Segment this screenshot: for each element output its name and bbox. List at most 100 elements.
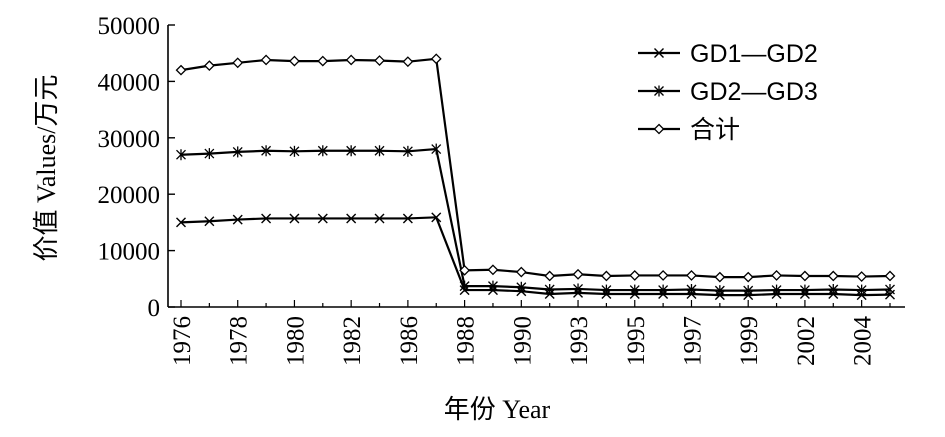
data-point bbox=[771, 269, 782, 281]
data-point bbox=[176, 149, 186, 161]
data-point bbox=[884, 270, 896, 282]
legend-marker bbox=[654, 48, 664, 58]
data-point bbox=[203, 60, 215, 72]
x-tick-label: 1978 bbox=[226, 316, 253, 366]
data-point bbox=[600, 270, 612, 282]
series-layer bbox=[175, 53, 896, 301]
data-point bbox=[431, 143, 442, 155]
data-point bbox=[629, 284, 640, 296]
series-line bbox=[180, 147, 891, 292]
data-point bbox=[289, 55, 300, 67]
x-tick-label: 1993 bbox=[566, 316, 593, 366]
x-tick-label: 1986 bbox=[396, 316, 423, 366]
data-point bbox=[175, 64, 187, 76]
series-2 bbox=[176, 143, 895, 297]
series-3 bbox=[175, 53, 896, 283]
data-point bbox=[289, 213, 300, 224]
data-point bbox=[346, 145, 357, 157]
x-tick-label: 1980 bbox=[282, 316, 309, 366]
axes: 0 10000 20000 30000 40000 50000 1976 1978 1980 19… bbox=[98, 13, 905, 367]
data-point bbox=[204, 216, 215, 227]
data-point bbox=[430, 53, 442, 65]
data-point bbox=[573, 283, 583, 295]
legend-entry: 合计 bbox=[638, 116, 740, 144]
x-tick-label: 1990 bbox=[509, 316, 536, 366]
legend-label: GD2—GD3 bbox=[690, 78, 818, 106]
series-line bbox=[180, 216, 891, 297]
legend-marker bbox=[654, 85, 664, 97]
data-point bbox=[629, 269, 641, 281]
y-tick-label: 40000 bbox=[98, 69, 161, 96]
data-point bbox=[828, 284, 839, 296]
data-point bbox=[402, 56, 414, 68]
data-point bbox=[176, 217, 186, 228]
data-point bbox=[657, 269, 669, 281]
legend-label: GD1—GD2 bbox=[690, 40, 818, 68]
x-tick-label: 2004 bbox=[850, 316, 877, 367]
data-point bbox=[885, 284, 895, 296]
data-point bbox=[402, 213, 413, 224]
data-point bbox=[459, 280, 470, 292]
data-point bbox=[714, 271, 726, 283]
x-tick-label: 1999 bbox=[736, 316, 763, 366]
data-point bbox=[771, 284, 782, 296]
data-point bbox=[374, 213, 385, 224]
data-point bbox=[601, 284, 612, 296]
data-point bbox=[799, 284, 810, 296]
data-point bbox=[544, 284, 555, 296]
legend-marker bbox=[653, 123, 665, 135]
data-point bbox=[232, 146, 243, 158]
data-point bbox=[289, 145, 300, 157]
data-point bbox=[317, 55, 329, 67]
x-tick-label: 1982 bbox=[339, 316, 366, 366]
y-tick-label: 20000 bbox=[98, 182, 161, 209]
y-tick-label: 50000 bbox=[98, 13, 161, 40]
data-point bbox=[515, 266, 527, 278]
data-point bbox=[714, 285, 725, 297]
x-tick-label: 1995 bbox=[623, 316, 650, 366]
data-point bbox=[317, 213, 328, 224]
data-point bbox=[261, 213, 272, 224]
data-point bbox=[742, 271, 754, 283]
y-tick-label: 10000 bbox=[98, 239, 161, 266]
x-tick-label: 1976 bbox=[169, 316, 196, 366]
x-tick-label: 2002 bbox=[793, 316, 820, 366]
data-point bbox=[317, 145, 328, 157]
series-1 bbox=[176, 212, 895, 301]
legend-entry: GD1—GD2 bbox=[638, 40, 818, 68]
data-point bbox=[459, 264, 471, 276]
y-tick-label: 0 bbox=[148, 295, 161, 322]
data-point bbox=[856, 284, 867, 296]
x-axis-label: 年份 Year bbox=[444, 395, 551, 424]
data-point bbox=[204, 148, 215, 160]
data-point bbox=[345, 54, 357, 66]
x-tick-label: 1988 bbox=[453, 316, 480, 366]
data-point bbox=[261, 145, 272, 157]
data-point bbox=[232, 57, 244, 69]
y-tick-label: 30000 bbox=[98, 126, 161, 153]
data-point bbox=[658, 284, 669, 296]
data-point bbox=[232, 214, 243, 225]
data-point bbox=[544, 270, 556, 282]
data-point bbox=[686, 269, 697, 281]
legend: GD1—GD2 GD2—GD3 合计 bbox=[638, 40, 818, 144]
data-point bbox=[799, 270, 811, 282]
data-point bbox=[374, 55, 385, 66]
data-point bbox=[346, 213, 357, 224]
data-point bbox=[856, 271, 868, 282]
data-point bbox=[260, 54, 272, 66]
data-point bbox=[487, 264, 499, 276]
legend-entry: GD2—GD3 bbox=[638, 78, 818, 106]
data-point bbox=[488, 280, 498, 292]
data-point bbox=[374, 145, 385, 157]
x-tick-label: 1997 bbox=[679, 316, 706, 366]
data-point bbox=[572, 268, 584, 280]
data-point bbox=[516, 281, 527, 293]
y-axis-label: 价值 Values/万元 bbox=[32, 74, 61, 261]
data-point bbox=[743, 285, 754, 297]
data-point bbox=[686, 284, 697, 296]
data-point bbox=[402, 145, 413, 157]
data-point bbox=[827, 270, 839, 282]
legend-label: 合计 bbox=[690, 116, 740, 144]
